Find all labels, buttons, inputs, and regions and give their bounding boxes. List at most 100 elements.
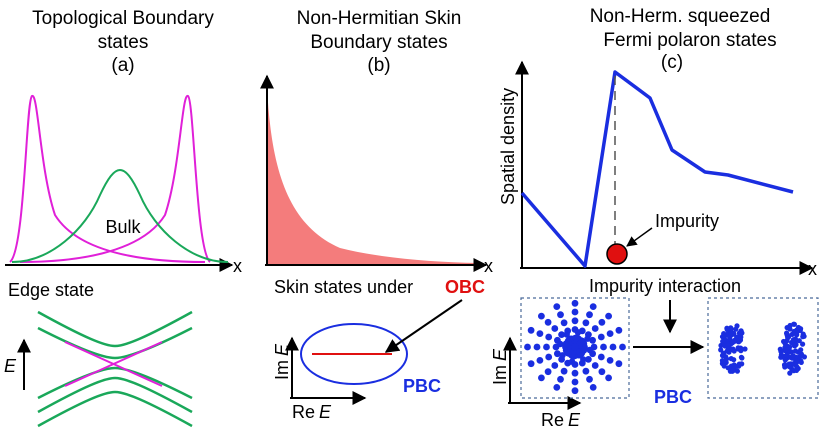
skin-state-profile [267,86,478,265]
squeezed-cluster-right [777,321,808,376]
spectrum-dot [571,317,579,325]
spectrum-dot [615,360,623,368]
spectrum-dot [728,329,734,335]
spectrum-dot [727,336,733,342]
spectrum-dot [589,384,597,391]
panel-c: Non-Herm. squeezed Fermi polaron states … [490,6,819,430]
spectrum-dot [724,326,730,332]
panel-a-title-line1: Topological Boundary [32,8,214,29]
band-upper-1 [37,310,193,348]
panel-b-title-line1: Non-Hermitian Skin [297,8,462,29]
spectrum-dot [589,336,596,344]
spectrum-dot [782,362,788,368]
band-structure [37,310,193,428]
spectrum-dot [778,348,784,354]
spectrum-dot [782,357,788,363]
panel-c-title-line2: Fermi polaron states [603,30,776,51]
spectrum-dot [800,341,806,347]
panel-c-y-label: Spatial density [498,88,518,205]
panel-b-title-line2: Boundary states [310,32,447,53]
panel-a-tag: (a) [111,55,134,76]
spectrum-dot [569,353,577,360]
spectrum-dot [782,344,788,350]
spectrum-dot [605,312,612,320]
spectrum-dot [794,332,800,338]
spectrum-dot [545,333,553,341]
spectrum-dot [791,361,797,367]
spectrum-dot [559,352,566,359]
spectrum-dot [720,338,726,344]
spectrum-dot [586,375,593,383]
spectrum-dot [585,356,592,363]
spectrum-dot [562,341,569,349]
spectrum-dot [786,361,792,367]
spectrum-dot [730,368,736,374]
pbc-spectrum-box [520,297,630,399]
spectrum-dot [724,356,730,362]
spectrum-dot [734,334,740,340]
spectrum-dot [736,330,743,336]
spectrum-dot [551,325,559,332]
spectrum-dot [538,312,545,320]
spectrum-dot [791,321,798,327]
bulk-state-curve [11,168,229,263]
spectrum-dot [536,357,544,364]
spectrum-dot [538,374,545,382]
impurity-label: Impurity [655,211,719,231]
spectrum-dot [553,303,561,310]
impurity-pointer-arrow [626,227,653,247]
spectrum-dot [730,339,736,346]
spectrum-dot [738,348,744,354]
spectrum-dot [571,343,579,351]
energy-label: E [4,356,17,376]
spectrum-dot [571,308,579,316]
spectrum-dot [586,311,593,319]
spectrum-dot [739,355,745,361]
panel-b: Non-Hermitian Skin Boundary states (b) x… [260,8,493,422]
squeezed-spectrum-box [707,297,819,399]
spectrum-dot [560,319,568,327]
spectrum-dot [605,374,612,382]
spectrum-dot [739,361,745,367]
pbc-spectrum-ellipse [300,323,408,385]
spectrum-dot [731,348,737,354]
spectrum-dot [563,331,570,338]
panel-c-tag: (c) [661,52,683,73]
spectrum-dot [738,334,744,340]
spatial-density-curve [520,70,794,268]
spectrum-dot [600,343,607,351]
spectrum-dot [598,318,606,326]
obc-label: OBC [445,277,485,297]
spectrum-dot [606,357,614,364]
spectrum-dot [785,335,791,341]
band-lower-1 [37,376,193,414]
edge-state-line-2 [64,341,163,387]
spectrum-dot [527,326,535,334]
spectrum-dot [544,318,552,326]
spectrum-dot [533,343,541,351]
spectrum-dot [742,346,748,352]
spectrum-dot [795,324,802,331]
edge-state-label: Edge state [8,280,94,300]
spectrum-dot [545,353,553,361]
spectrum-dot [571,387,579,395]
spectrum-dot [798,347,804,353]
spectrum-dot [597,333,605,341]
spectrum-dot [719,352,726,359]
spectrum-dot [524,343,531,351]
spectrum-dot [557,311,564,319]
spectrum-dot [591,362,599,369]
spectrum-dot [527,360,535,368]
spectrum-dot [787,370,793,376]
panel-c-re-label: Re E [541,410,581,430]
spectrum-dot [560,367,568,375]
panel-c-title-line1: Non-Herm. squeezed [590,6,771,27]
spectrum-dot [571,378,579,386]
spectrum-dot [582,367,590,375]
panel-b-re-label: Re E [292,402,332,422]
right-boundary-state-curve [19,94,211,263]
panel-c-pbc-label: PBC [654,387,692,407]
band-upper-2 [37,326,193,360]
squeezed-cluster-left [718,323,748,374]
